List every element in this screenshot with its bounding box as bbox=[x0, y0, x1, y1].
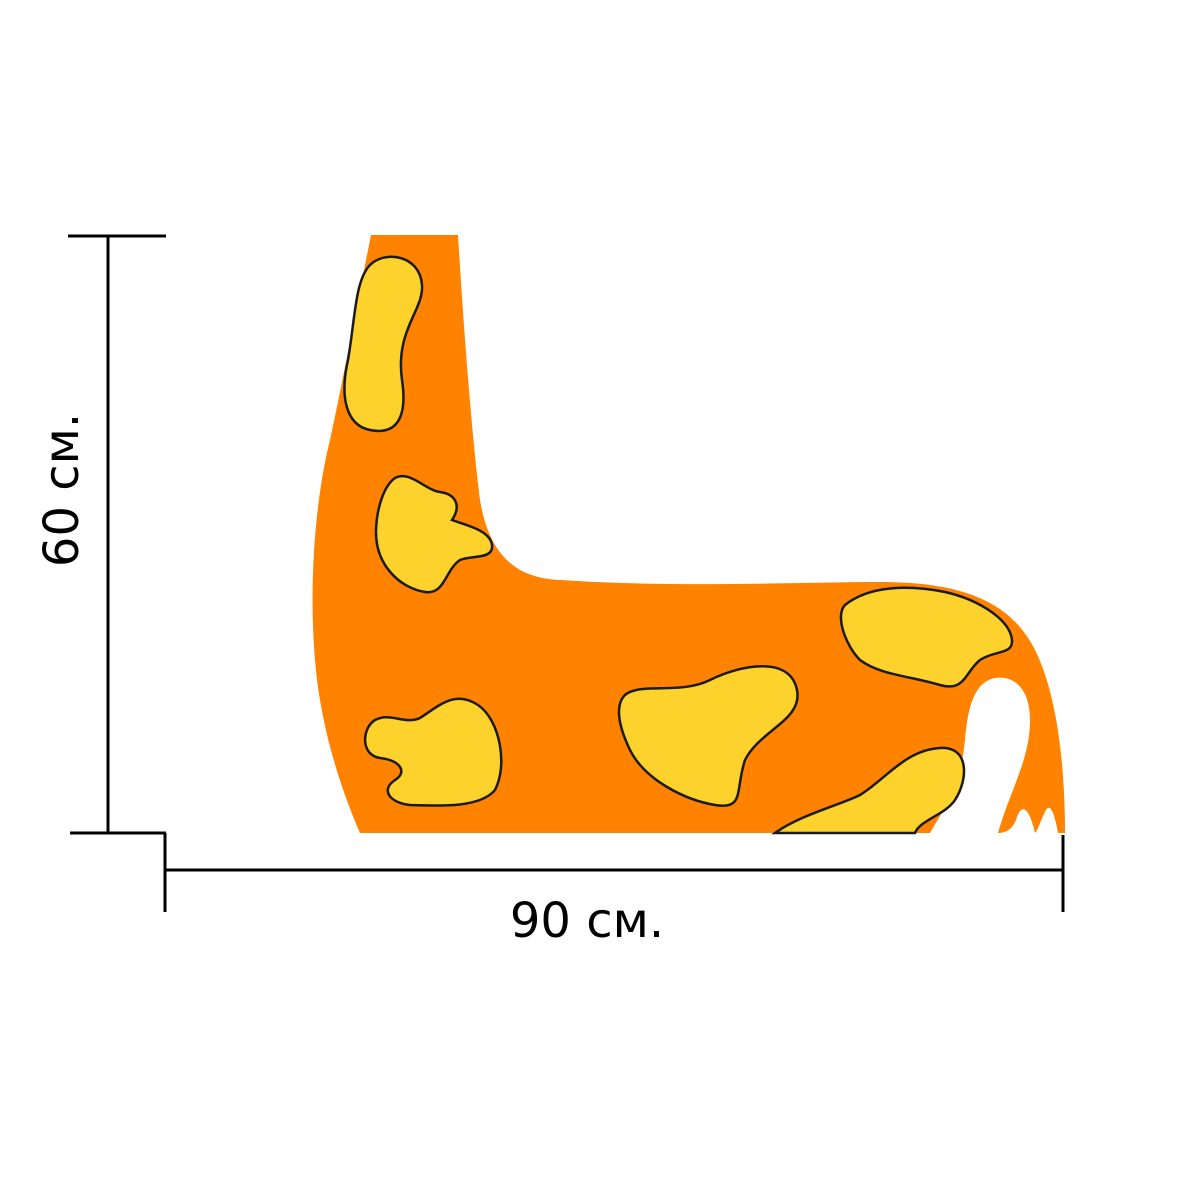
seat-shape bbox=[312, 235, 1065, 833]
spot bbox=[374, 474, 494, 594]
spot bbox=[839, 586, 1014, 688]
width-label: 90 см. bbox=[510, 893, 664, 949]
height-label: 60 см. bbox=[34, 413, 90, 567]
spot bbox=[771, 746, 966, 835]
spot bbox=[363, 697, 503, 807]
spot bbox=[617, 665, 799, 808]
spot bbox=[343, 255, 424, 433]
spots bbox=[343, 255, 1014, 835]
height-dimension: 60 см. bbox=[34, 234, 166, 835]
width-dimension: 90 см. bbox=[163, 833, 1065, 949]
